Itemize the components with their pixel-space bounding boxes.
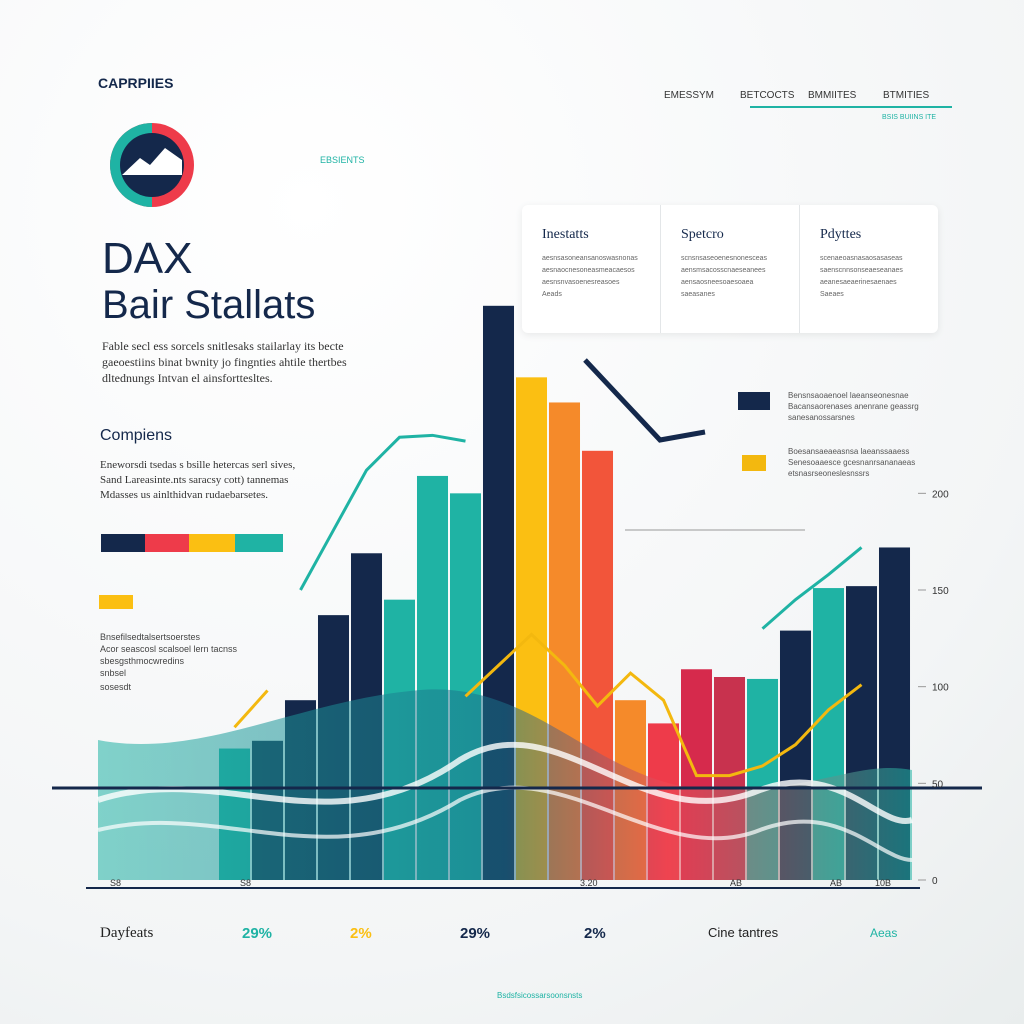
stat: 29% [460,925,490,942]
callout-line: Bacansaorenases anenrane geassrg [788,402,919,411]
footer: Bsdsfsicossarsoonsnsts [497,991,582,1000]
stat: 2% [584,925,606,942]
card-column: Inestatts aesnsasoneansanoswasnonas aesna… [522,205,660,333]
arrow [583,358,706,443]
logo [110,123,194,207]
callout-line: sanesanossarsnes [788,413,855,422]
lead-line: dltednungs Intvan el ainsforttesltes. [102,371,273,385]
card-title: Pdyttes [820,227,862,242]
note-line: Acor seascosl scalsoel lern tacnss [100,644,238,654]
card-line: saeasanes [681,291,715,298]
x-axis-label: S8 [110,878,121,888]
callouts: Bensnsaoaenoel laeanseonesnae Bacansaore… [788,391,919,478]
x-axis-label: 10B [875,878,891,888]
card-line: Aeads [542,291,562,298]
lines [233,433,863,778]
lead: Fable secl ess sorcels snitlesaks staila… [102,339,347,385]
y-tick-label: 50 [932,779,944,790]
stat: 29% [242,925,272,942]
note-line: sbesgsthmocwredins [100,656,185,666]
card-column: Spetcro scnsnsaseoenesnonesceas aensmsaco… [660,205,799,333]
x-axis-label: AB [730,878,742,888]
section-line: Mdasses us ainlthidvan rudaebarsetes. [100,489,268,501]
y-tick-label: 100 [932,683,949,694]
swatches [99,534,283,609]
nav: EMESSYM BETCOCTS BMMIITES BTMITIES [664,90,929,101]
nav-item[interactable]: BMMIITES [808,90,857,101]
section-heading: Compiens [100,427,172,444]
info-card: Inestatts aesnsasoneansanoswasnonas aesna… [522,205,938,333]
callout-line: Boesansaeaeasnsa laeanssaaess [788,447,909,456]
section-line: Eneworsdi tsedas s bsille hetercas serl … [100,459,295,471]
callout-line: Bensnsaoaenoel laeanseonesnae [788,391,909,400]
callout-icons [738,392,770,471]
notes: Bnsefilsedtalsertsoerstes Acor seascosl … [100,632,238,692]
x-axis-label: 3.20 [580,878,598,888]
card-line: scnsnsaseoenesnonesceas [681,255,768,262]
stat: 2% [350,925,372,942]
stat-label: Dayfeats [100,925,153,941]
card-title: Inestatts [542,227,589,242]
x-axis-label: AB [830,878,842,888]
y-tick-label: 150 [932,586,949,597]
card-line: aensmsacosscnaeseanees [681,267,766,274]
card-line: aesnsasoneansanoswasnonas [542,255,638,262]
card-line: Saeaes [820,291,844,298]
note-line: sosesdt [100,682,132,692]
card-line: scenaeoasnasaosasaseas [820,255,903,262]
trend-line [233,632,863,778]
y-tick-label: 0 [932,876,938,887]
card-column: Pdyttes scenaeoasnasaosasaseas saenscnnso… [799,205,938,333]
note-line: Bnsefilsedtalsertsoerstes [100,632,201,642]
waves [97,689,913,880]
nav-item[interactable]: BTMITIES [883,90,929,101]
section-line: Sand Lareasinte.nts saracsy cott) tannem… [100,474,288,486]
card-line: aesnaocnesoneasmeacaesos [542,267,635,274]
lead-line: gaeoestiins binat bwnity jo fingnties ah… [102,355,347,369]
nav-item[interactable]: EMESSYM [664,90,714,101]
card-title: Spetcro [681,227,724,242]
nav-item[interactable]: BETCOCTS [740,90,795,101]
note-line: snbsel [100,668,126,678]
axis: 200 150 100 50 0 S8 S8 3.20 AB AB 10B [110,489,949,888]
card-line: saenscnnsonseaeseanaes [820,267,903,274]
hero-title: DAX [102,234,192,283]
callout-line: Senesoaaesce gcesnanrsananaeas [788,458,915,467]
brand: CAPRPIIES [98,75,173,91]
lead-line: Fable secl ess sorcels snitlesaks staila… [102,339,344,353]
hero-subtitle: Bair Stallats [102,283,315,327]
section-text: Eneworsdi tsedas s bsille hetercas serl … [100,459,295,501]
card-line: aesnsnvasoenesreasoes [542,279,620,286]
stat-label: Aeas [870,926,897,940]
y-tick-label: 200 [932,489,949,500]
card-line: aensaosneesoaesoaea [681,279,754,286]
stat-label: Cine tantres [708,925,779,940]
x-axis-label: S8 [240,878,251,888]
stats: Dayfeats 29% 2% 29% 2% Cine tantres Aeas [100,925,897,942]
card-line: aeanesaeaerinesaenaes [820,279,897,286]
nav-sub: BSIS BUIINS ITE [882,114,936,121]
trend-line [299,433,863,630]
tag: EBSIENTS [320,155,365,165]
callout-line: etsnasrseoneslesnssrs [788,469,869,478]
